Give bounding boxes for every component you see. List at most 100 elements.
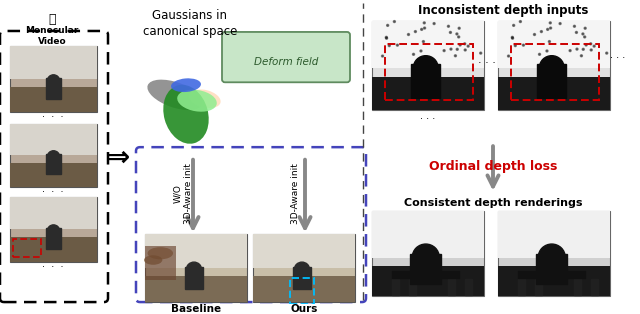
Circle shape [467, 45, 469, 47]
Circle shape [538, 53, 541, 55]
Circle shape [550, 27, 552, 29]
Text: Monocular
Video: Monocular Video [26, 26, 79, 46]
Circle shape [381, 55, 383, 57]
Circle shape [47, 225, 60, 237]
Ellipse shape [144, 255, 163, 265]
Circle shape [433, 23, 435, 24]
Circle shape [575, 31, 577, 33]
Text: ⇒: ⇒ [106, 144, 130, 172]
Ellipse shape [147, 80, 203, 110]
Bar [498, 267, 610, 296]
Circle shape [449, 31, 451, 33]
Bar [372, 77, 484, 110]
Bar [10, 46, 97, 79]
Bar [45, 228, 61, 249]
Circle shape [394, 21, 396, 23]
Circle shape [413, 56, 438, 79]
Bar [10, 197, 97, 263]
Bar [498, 21, 610, 110]
Bar [10, 237, 97, 263]
Ellipse shape [171, 78, 201, 92]
Circle shape [480, 52, 482, 54]
Circle shape [540, 30, 542, 33]
Circle shape [387, 24, 388, 26]
Bar [535, 279, 541, 295]
Circle shape [459, 44, 461, 46]
Bar [145, 234, 247, 302]
Circle shape [605, 52, 608, 54]
FancyBboxPatch shape [0, 31, 108, 302]
Bar [392, 279, 399, 295]
Text: Deform field: Deform field [254, 57, 318, 67]
Bar [568, 271, 586, 278]
Circle shape [520, 21, 522, 23]
Circle shape [548, 41, 550, 42]
Circle shape [420, 29, 422, 30]
Text: Baseline: Baseline [171, 304, 221, 314]
Bar [10, 124, 97, 187]
Circle shape [464, 43, 466, 45]
Bar [253, 276, 355, 302]
Bar [372, 211, 484, 258]
Circle shape [414, 30, 417, 33]
Ellipse shape [177, 90, 217, 112]
Circle shape [388, 45, 390, 46]
Bar [536, 254, 568, 284]
Bar [45, 78, 61, 99]
Text: ·  ·  ·: · · · [42, 187, 64, 197]
Bar [185, 267, 203, 289]
Circle shape [569, 50, 571, 51]
Text: Gaussians in
canonical space: Gaussians in canonical space [143, 9, 237, 38]
Circle shape [511, 37, 513, 39]
Circle shape [590, 49, 592, 51]
Circle shape [294, 262, 310, 277]
Bar [498, 211, 610, 258]
Ellipse shape [163, 85, 209, 144]
Bar [372, 211, 484, 296]
Circle shape [420, 50, 422, 52]
Circle shape [546, 50, 548, 52]
Text: · · ·: · · · [611, 53, 626, 63]
FancyBboxPatch shape [136, 147, 366, 302]
Circle shape [458, 27, 460, 29]
Bar [412, 64, 440, 98]
Text: 🎥: 🎥 [48, 13, 56, 25]
Bar [145, 276, 247, 302]
Circle shape [585, 44, 587, 46]
Circle shape [584, 27, 586, 29]
Bar [372, 21, 484, 68]
Circle shape [47, 75, 60, 87]
Bar [518, 271, 536, 278]
Bar [10, 197, 97, 230]
Circle shape [534, 34, 536, 35]
Circle shape [424, 27, 426, 29]
Circle shape [576, 48, 578, 50]
Circle shape [422, 41, 424, 42]
Circle shape [385, 37, 388, 39]
Circle shape [456, 48, 458, 50]
Circle shape [513, 24, 515, 26]
Text: Inconsistent depth inputs: Inconsistent depth inputs [418, 4, 588, 17]
Bar [465, 279, 472, 295]
Text: · · ·: · · · [478, 58, 496, 68]
Circle shape [443, 50, 445, 51]
Circle shape [450, 48, 452, 50]
Circle shape [573, 25, 575, 27]
Text: 3D-Aware init: 3D-Aware init [291, 163, 300, 224]
Circle shape [522, 44, 524, 46]
Circle shape [559, 23, 561, 24]
Circle shape [454, 55, 456, 57]
Bar [10, 163, 97, 187]
Bar [574, 279, 581, 295]
Text: Ordinal depth loss: Ordinal depth loss [429, 160, 557, 173]
Text: Consistent depth renderings: Consistent depth renderings [404, 198, 582, 208]
Circle shape [413, 53, 415, 55]
Bar [372, 267, 484, 296]
Circle shape [412, 244, 439, 270]
Bar [498, 77, 610, 110]
Bar [292, 267, 311, 289]
Text: · · ·: · · · [420, 114, 436, 124]
Bar [145, 246, 175, 280]
Circle shape [582, 33, 584, 35]
Bar [392, 271, 410, 278]
